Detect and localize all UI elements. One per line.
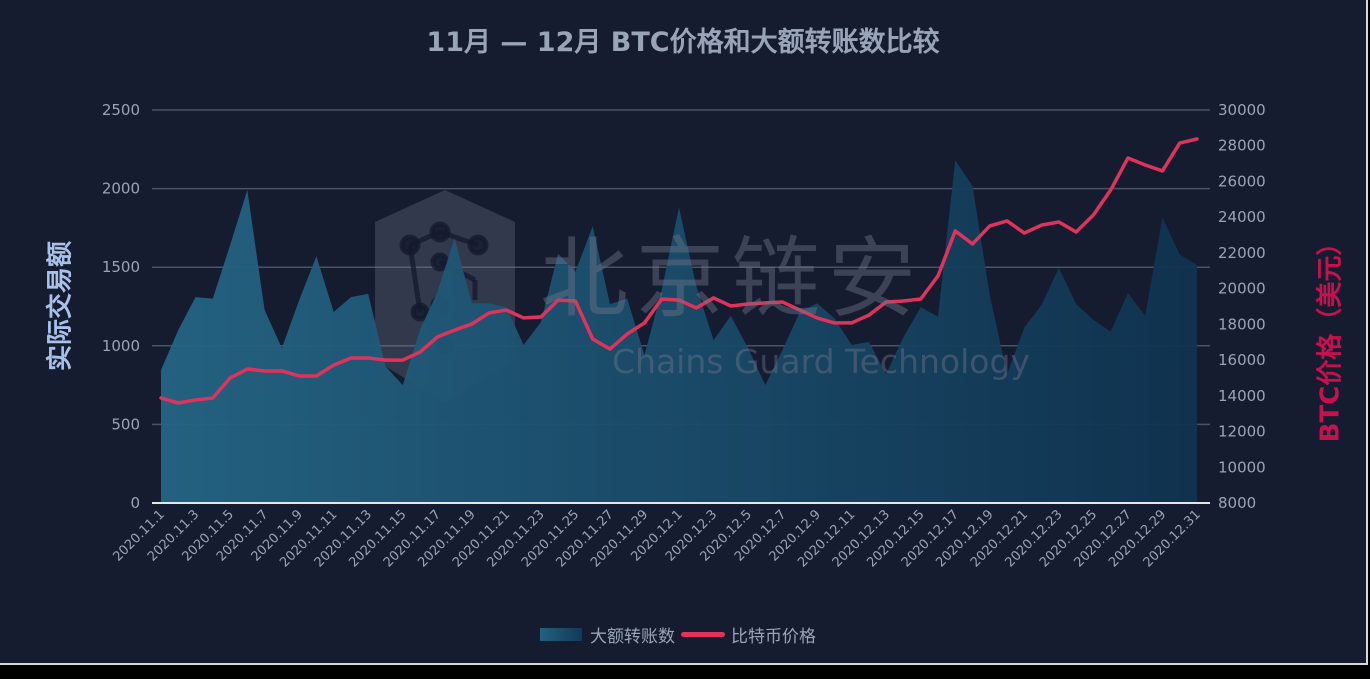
y-left-tick-label: 2000 — [102, 180, 140, 198]
legend: 大额转账数 比特币价格 — [540, 622, 816, 647]
y-right-tick-label: 20000 — [1218, 280, 1266, 298]
area-series-large-transfers — [161, 160, 1197, 503]
legend-line-label[interactable]: 比特币价格 — [731, 627, 816, 647]
y-right-tick-label: 10000 — [1218, 458, 1266, 476]
chart-panel: 11月 — 12月 BTC价格和大额转账数比较 — [0, 0, 1368, 665]
y-right-tick-label: 28000 — [1218, 137, 1266, 155]
chart-plot: 0 500 1000 1500 2000 2500 8000 10000 12000 14000 1… — [102, 101, 1266, 570]
y-right-tick-label: 12000 — [1218, 423, 1266, 441]
y-right-tick-label: 24000 — [1218, 208, 1266, 226]
y-right-tick-label: 16000 — [1218, 351, 1266, 369]
y-left-tick-label: 1000 — [102, 337, 140, 355]
y-left-tick-label: 1500 — [102, 258, 140, 276]
y-right-tick-label: 14000 — [1218, 387, 1266, 405]
area-path — [161, 160, 1197, 503]
y-right-tick-label: 26000 — [1218, 172, 1266, 190]
y-right-tick-label: 22000 — [1218, 244, 1266, 262]
legend-line-swatch-icon[interactable] — [681, 632, 725, 637]
line-path — [159, 137, 1199, 405]
chart-title: 11月 — 12月 BTC价格和大额转账数比较 — [426, 27, 940, 58]
y-right-tick-label: 18000 — [1218, 315, 1266, 333]
y-left-tick-label: 500 — [111, 415, 140, 433]
y-right-tick-label: 8000 — [1218, 494, 1256, 512]
y-axis-left-label: 实际交易额 — [45, 240, 76, 372]
line-series-btc-price — [159, 137, 1199, 405]
y-right-tick-label: 30000 — [1218, 101, 1266, 119]
y-left-tick-label: 0 — [130, 494, 140, 512]
y-axis-right-label: BTC价格（美元） — [1315, 229, 1346, 443]
y-left-tick-label: 2500 — [102, 101, 140, 119]
legend-area-swatch-icon[interactable] — [540, 628, 582, 641]
legend-area-label[interactable]: 大额转账数 — [590, 627, 675, 647]
